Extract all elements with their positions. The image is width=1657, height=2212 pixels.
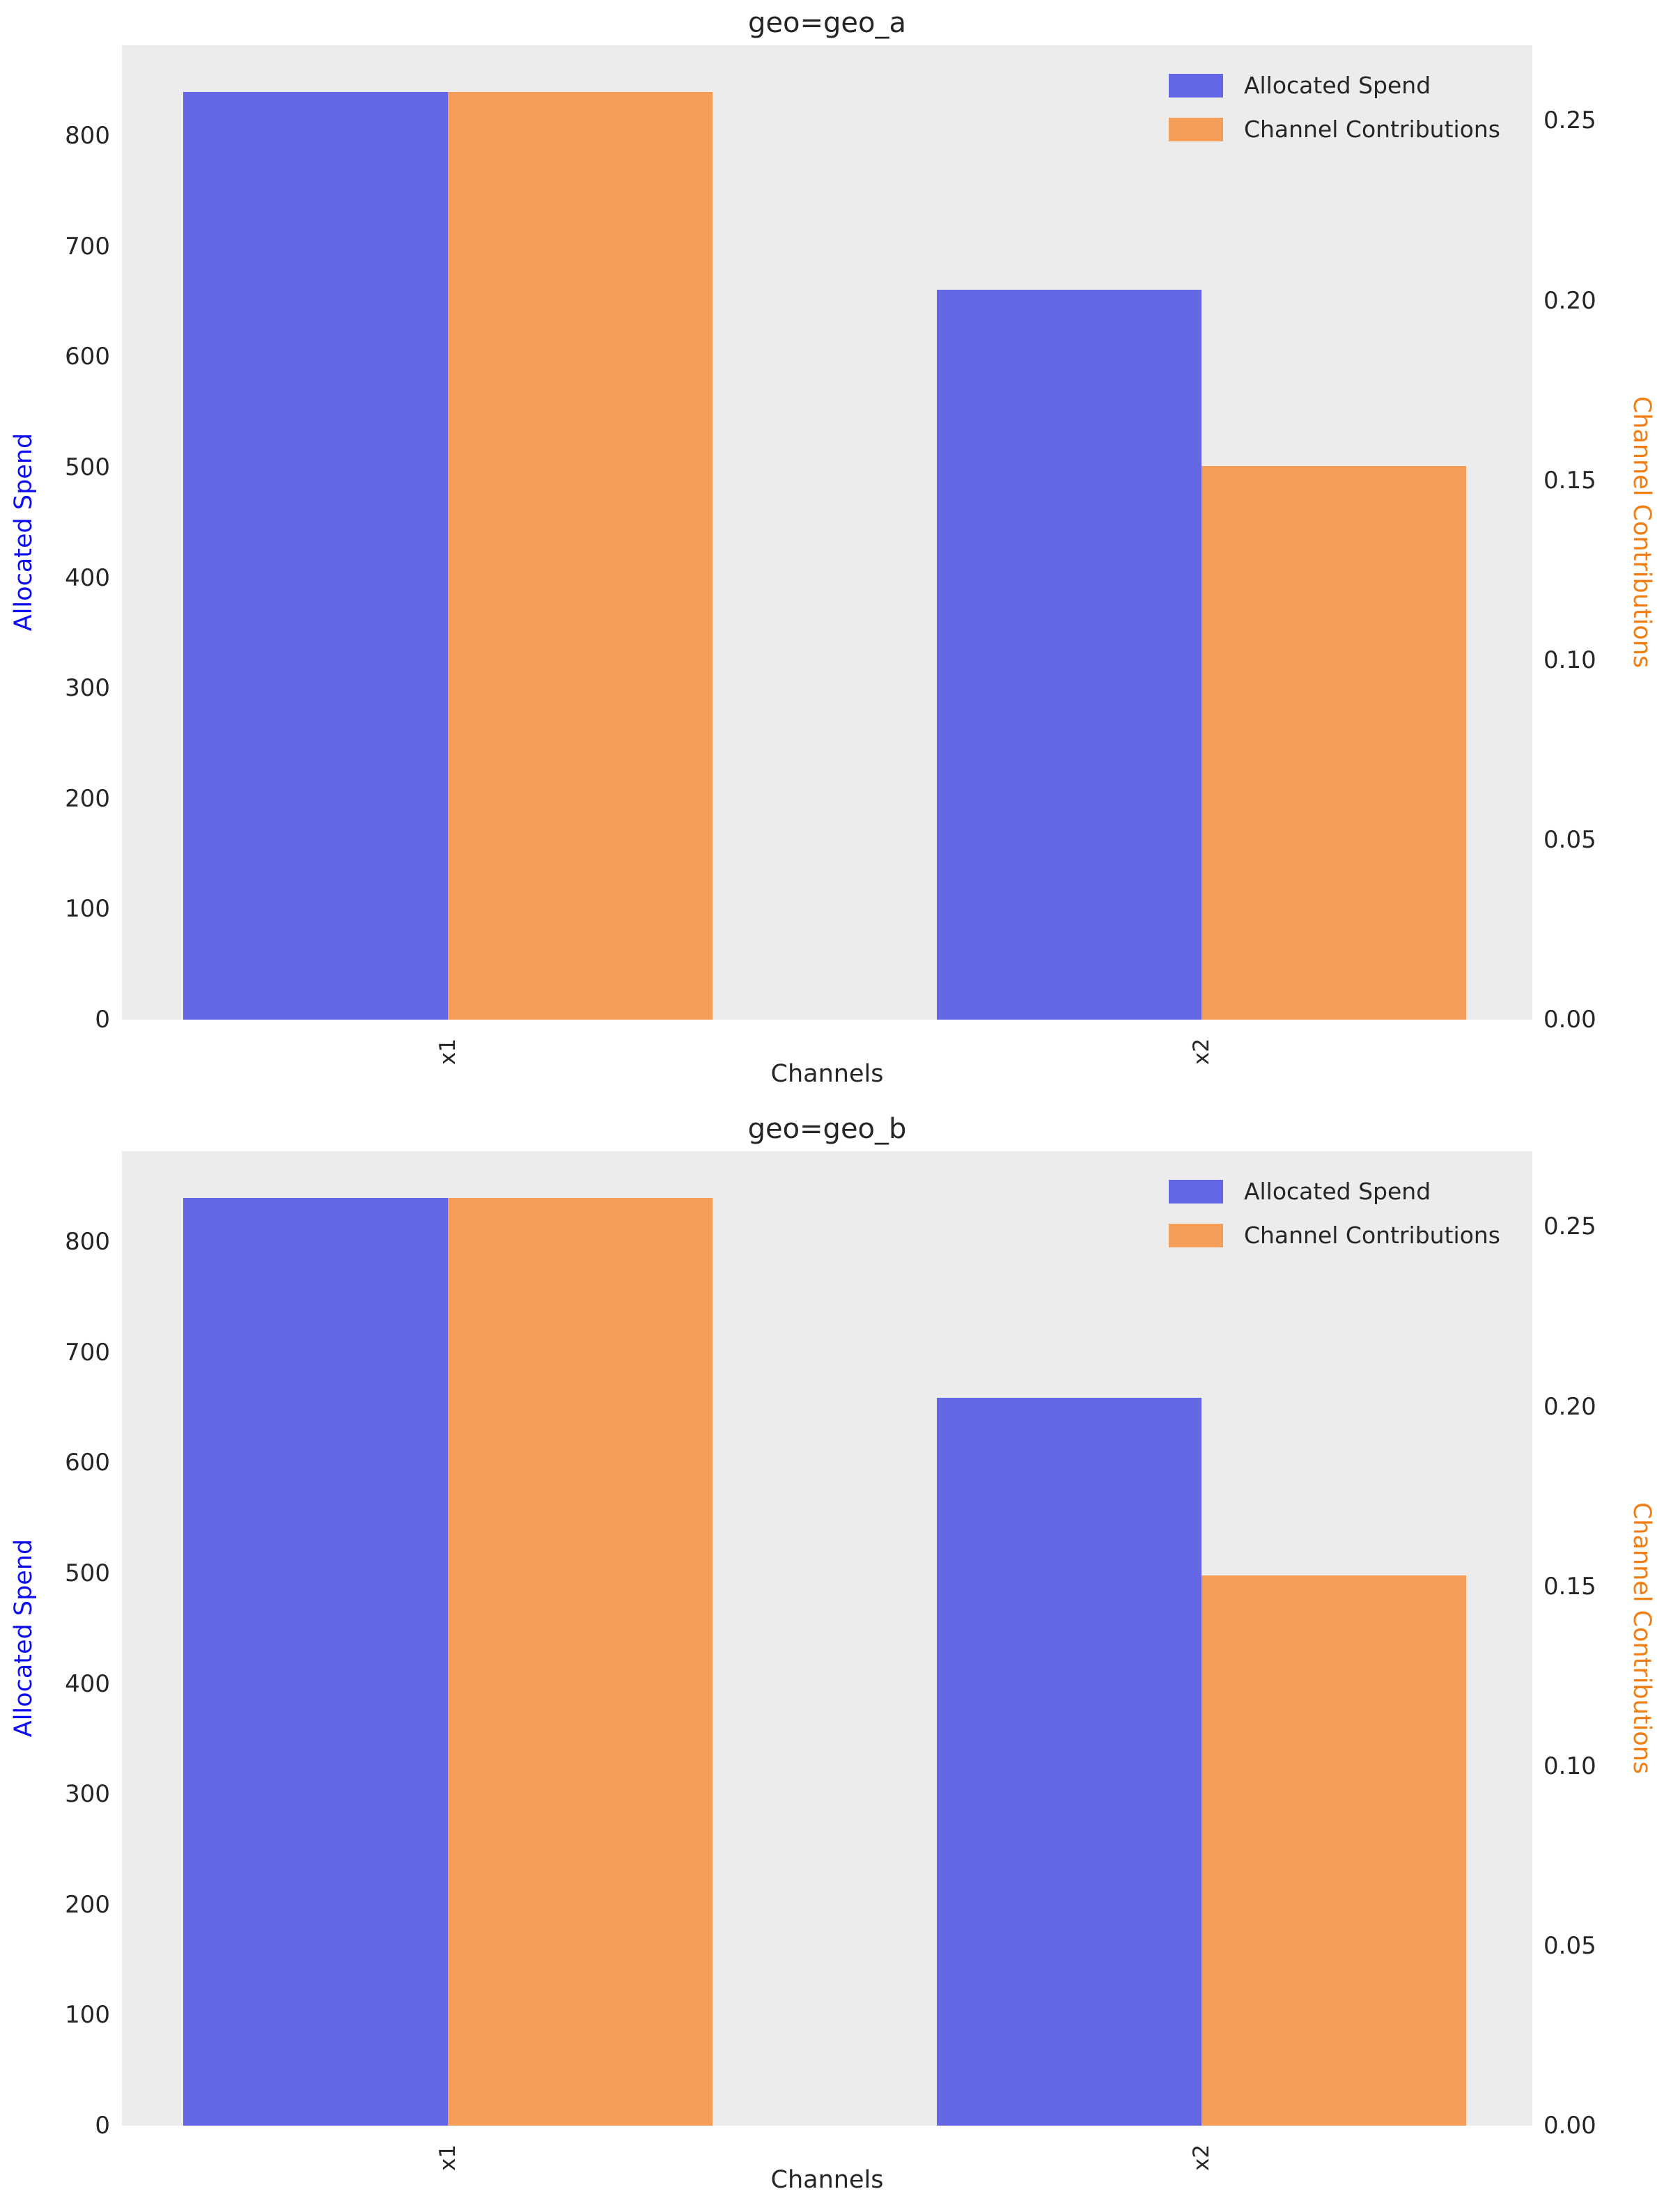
left-tick-100: 100 [65,895,110,924]
right-tick-0.15: 0.15 [1543,466,1596,494]
x-axis-label: Channels [770,2166,884,2194]
left-tick-800: 800 [65,1228,110,1256]
left-tick-200: 200 [65,1890,110,1919]
left-tick-700: 700 [65,232,110,260]
bar-allocated-spend-x2 [936,289,1201,1020]
x-tick-x2: x2 [1188,2144,1214,2172]
legend: Allocated Spend Channel Contributions [1168,1178,1500,1249]
x-tick-x1: x1 [435,2144,460,2172]
x-tick-x2: x2 [1188,1038,1214,1066]
left-tick-400: 400 [65,563,110,592]
right-tick-0.25: 0.25 [1543,107,1596,135]
left-tick-800: 800 [65,122,110,150]
channel-contributions-swatch [1168,1223,1223,1247]
chart-title: geo=geo_a [748,7,906,39]
left-tick-600: 600 [65,1449,110,1477]
right-tick-0.10: 0.10 [1543,1752,1596,1780]
left-tick-600: 600 [65,343,110,371]
legend-label: Allocated Spend [1243,72,1431,99]
right-axis-ticks: 0.00 0.05 0.10 0.15 0.20 0.25 [1543,1106,1657,2212]
left-axis-ticks: 0 100 200 300 400 500 600 700 800 [0,0,110,1106]
left-tick-300: 300 [65,1780,110,1809]
left-tick-200: 200 [65,784,110,813]
left-tick-300: 300 [65,674,110,703]
left-tick-0: 0 [95,1006,110,1034]
right-tick-0.20: 0.20 [1543,286,1596,315]
right-tick-0.00: 0.00 [1543,2112,1596,2140]
left-tick-400: 400 [65,1669,110,1698]
right-tick-0.25: 0.25 [1543,1213,1596,1241]
subplot-geo-a: geo=geo_a Allocated Spend Channel Contri… [0,0,1657,1106]
legend-entry-channel-contributions: Channel Contributions [1168,116,1500,143]
right-tick-0.10: 0.10 [1543,646,1596,674]
left-tick-500: 500 [65,453,110,481]
left-axis-ticks: 0 100 200 300 400 500 600 700 800 [0,1106,110,2212]
legend-label: Channel Contributions [1243,1222,1500,1249]
right-tick-0.00: 0.00 [1543,1006,1596,1034]
bar-channel-contribution-x1 [447,1198,713,2126]
subplot-geo-b: geo=geo_b Allocated Spend Channel Contri… [0,1106,1657,2212]
right-tick-0.20: 0.20 [1543,1392,1596,1421]
bar-channel-contribution-x2 [1201,466,1466,1020]
bar-allocated-spend-x1 [182,91,448,1020]
legend: Allocated Spend Channel Contributions [1168,72,1500,143]
plot-area: Allocated Spend Channel Contributions [122,45,1532,1020]
bar-channel-contribution-x2 [1201,1575,1466,2126]
chart-title: geo=geo_b [747,1113,907,1145]
left-tick-500: 500 [65,1559,110,1587]
allocated-spend-swatch [1168,73,1223,98]
right-tick-0.05: 0.05 [1543,825,1596,854]
legend-label: Allocated Spend [1243,1178,1431,1205]
left-tick-0: 0 [95,2112,110,2140]
right-axis-ticks: 0.00 0.05 0.10 0.15 0.20 0.25 [1543,0,1657,1106]
bar-allocated-spend-x2 [936,1397,1201,2126]
legend-label: Channel Contributions [1243,116,1500,143]
plot-area: Allocated Spend Channel Contributions [122,1151,1532,2126]
x-tick-x1: x1 [435,1038,460,1066]
channel-contributions-swatch [1168,117,1223,141]
bar-allocated-spend-x1 [182,1197,448,2126]
left-tick-700: 700 [65,1338,110,1366]
legend-entry-channel-contributions: Channel Contributions [1168,1222,1500,1249]
allocated-spend-swatch [1168,1179,1223,1204]
left-tick-100: 100 [65,2001,110,2030]
right-tick-0.05: 0.05 [1543,1931,1596,1960]
legend-entry-allocated-spend: Allocated Spend [1168,1178,1500,1205]
legend-entry-allocated-spend: Allocated Spend [1168,72,1500,99]
bar-channel-contribution-x1 [447,92,713,1020]
right-tick-0.15: 0.15 [1543,1572,1596,1600]
x-axis-label: Channels [770,1060,884,1088]
